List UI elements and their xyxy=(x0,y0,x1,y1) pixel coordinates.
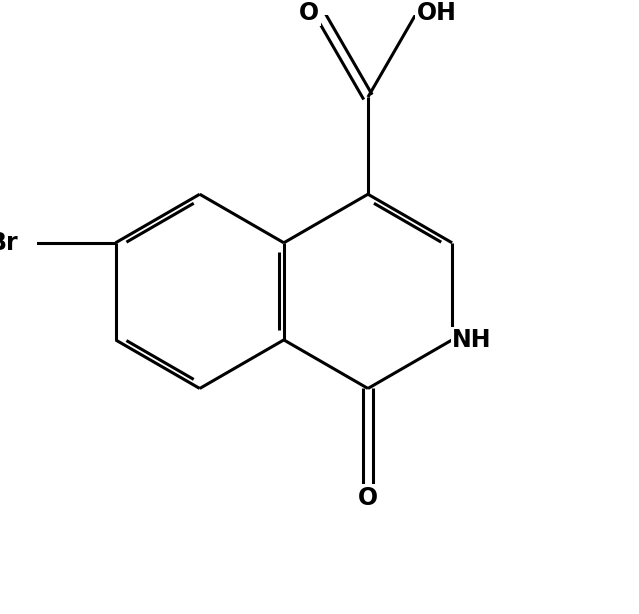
Text: OH: OH xyxy=(417,1,456,25)
Text: Br: Br xyxy=(0,231,19,255)
Text: O: O xyxy=(299,1,320,25)
Text: NH: NH xyxy=(452,328,491,352)
Text: O: O xyxy=(358,486,378,510)
